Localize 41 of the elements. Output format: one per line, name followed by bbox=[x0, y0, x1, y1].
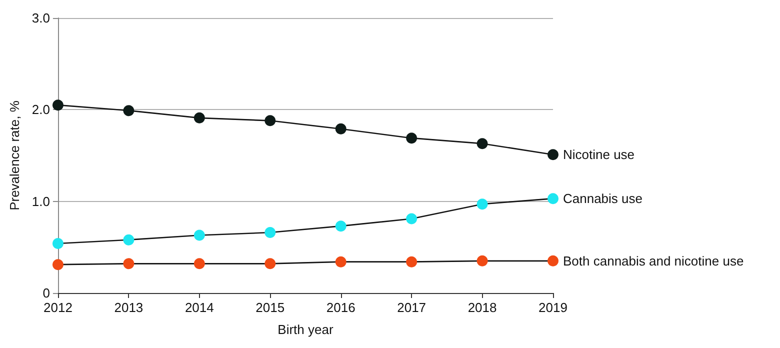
x-tick-label: 2015 bbox=[256, 300, 285, 315]
x-tick-label: 2016 bbox=[326, 300, 356, 315]
x-axis-title: Birth year bbox=[278, 322, 334, 337]
point bbox=[52, 238, 64, 249]
y-tick-label: 1.0 bbox=[32, 194, 50, 209]
series-label: Both cannabis and nicotine use bbox=[563, 253, 744, 268]
point bbox=[406, 256, 418, 268]
x-tick-label: 2013 bbox=[114, 300, 144, 315]
point bbox=[406, 213, 418, 224]
point bbox=[335, 256, 346, 268]
point bbox=[194, 258, 205, 270]
point bbox=[335, 220, 346, 232]
y-tick-label: 0 bbox=[42, 286, 50, 300]
y-tick-label: 2.0 bbox=[32, 102, 50, 118]
point bbox=[476, 138, 488, 150]
point bbox=[476, 198, 488, 210]
point bbox=[123, 105, 134, 116]
point bbox=[548, 193, 558, 204]
y-tick-label: 3.0 bbox=[32, 10, 50, 26]
point bbox=[335, 123, 346, 134]
point bbox=[123, 234, 134, 246]
y-axis-title: Prevalence rate, % bbox=[7, 100, 22, 210]
point bbox=[548, 149, 558, 160]
x-tick-label: 2014 bbox=[184, 300, 214, 315]
x-tick-label: 2018 bbox=[468, 300, 497, 315]
point bbox=[548, 255, 558, 266]
point bbox=[264, 258, 276, 270]
series-label: Cannabis use bbox=[563, 191, 642, 206]
point bbox=[52, 259, 64, 270]
point bbox=[476, 255, 488, 266]
point bbox=[406, 132, 418, 144]
x-tick-label: 2017 bbox=[397, 300, 426, 315]
point bbox=[194, 112, 205, 124]
point bbox=[52, 100, 64, 111]
x-tick-label: 2019 bbox=[538, 300, 568, 315]
point bbox=[264, 115, 276, 126]
series-label: Nicotine use bbox=[563, 147, 635, 162]
x-tick-label: 2012 bbox=[44, 300, 72, 315]
point bbox=[264, 227, 276, 238]
point bbox=[123, 258, 134, 270]
point bbox=[194, 230, 205, 241]
